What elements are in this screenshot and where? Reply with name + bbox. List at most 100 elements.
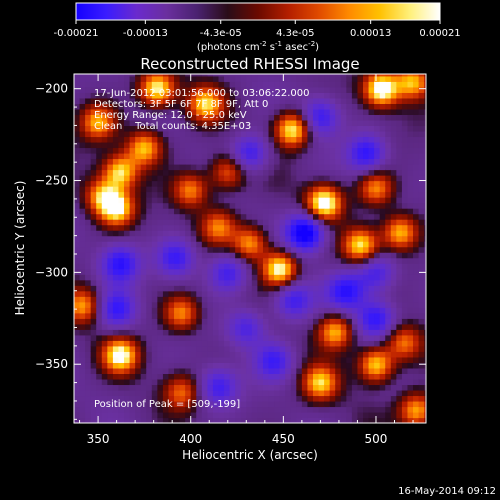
heatmap-cell [407, 125, 414, 132]
heatmap-cell [418, 417, 425, 423]
heatmap-cell [290, 301, 297, 308]
heatmap-cell [285, 125, 292, 132]
heatmap-cell [290, 290, 297, 297]
heatmap-cell [268, 285, 275, 292]
heatmap-cell [129, 197, 136, 204]
heatmap-cell [201, 125, 208, 132]
heatmap-cell [229, 169, 236, 176]
heatmap-cell [251, 307, 259, 314]
heatmap-cell [174, 279, 181, 286]
heatmap-cell [329, 334, 336, 341]
heatmap-cell [79, 395, 86, 402]
heatmap-cell [235, 351, 242, 358]
heatmap-cell [218, 318, 225, 325]
heatmap-cell [129, 175, 136, 182]
heatmap-cell [229, 290, 236, 297]
heatmap-cell [90, 75, 97, 82]
heatmap-cell [246, 241, 253, 248]
heatmap-cell [340, 213, 347, 220]
heatmap-cell [207, 147, 214, 154]
heatmap-cell [101, 241, 108, 248]
heatmap-cell [179, 197, 186, 204]
heatmap-cell [268, 389, 275, 397]
heatmap-cell [174, 395, 181, 402]
heatmap-cell [296, 257, 303, 264]
heatmap-cell [146, 208, 153, 215]
heatmap-cell [218, 114, 225, 121]
heatmap-cell [418, 97, 425, 104]
heatmap-cell [235, 169, 242, 176]
heatmap-cell [424, 340, 426, 347]
heatmap-cell [340, 191, 347, 198]
heatmap-cell [235, 285, 242, 292]
heatmap-cell [185, 252, 192, 259]
heatmap-cell [368, 296, 375, 303]
heatmap-cell [185, 367, 192, 374]
heatmap-cell [413, 395, 420, 402]
heatmap-cell [418, 147, 425, 154]
heatmap-cell [101, 301, 108, 308]
heatmap-cell [85, 406, 92, 413]
heatmap-cell [329, 257, 336, 264]
heatmap-cell [407, 296, 414, 303]
annotation-clean-counts: Clean Total counts: 4.35E+03 [94, 121, 251, 132]
heatmap-cell [185, 141, 192, 149]
heatmap-cell [257, 263, 264, 270]
heatmap-cell [118, 351, 125, 358]
heatmap-cell [285, 307, 292, 314]
heatmap-cell [318, 191, 325, 198]
heatmap-cell [118, 367, 125, 374]
heatmap-cell [351, 152, 359, 160]
heatmap-cell [112, 230, 120, 237]
heatmap-cell [424, 75, 426, 82]
heatmap-cell [129, 103, 136, 110]
heatmap-cell [235, 307, 242, 314]
heatmap-cell [379, 356, 386, 363]
heatmap-cell [174, 114, 181, 121]
heatmap-cell [390, 406, 397, 413]
heatmap-cell [257, 81, 264, 88]
heatmap-cell [307, 114, 314, 121]
heatmap-cell [285, 318, 292, 325]
heatmap-cell [257, 219, 264, 226]
heatmap-cell [324, 152, 331, 160]
heatmap-cell [185, 301, 192, 308]
heatmap-cell [307, 263, 314, 270]
heatmap-cell [368, 164, 375, 171]
heatmap-cell [112, 389, 120, 397]
heatmap-cell [318, 114, 325, 121]
heatmap-cell [79, 323, 86, 330]
heatmap-cell [140, 235, 147, 242]
heatmap-cell [140, 92, 147, 99]
heatmap-cell [185, 108, 192, 116]
heatmap-cell [174, 169, 181, 176]
heatmap-cell [101, 356, 108, 363]
heatmap-cell [307, 224, 314, 231]
heatmap-cell [279, 81, 286, 88]
heatmap-cell [368, 158, 375, 165]
heatmap-cell [290, 136, 297, 143]
heatmap-cell [79, 158, 86, 165]
heatmap-cell [151, 208, 158, 215]
heatmap-cell [90, 213, 97, 220]
heatmap-cell [357, 224, 364, 231]
heatmap-cell [363, 345, 370, 352]
heatmap-cell [401, 296, 409, 303]
heatmap-cell [296, 97, 303, 104]
heatmap-cell [229, 263, 236, 270]
heatmap-cell [151, 252, 158, 259]
heatmap-cell [251, 141, 259, 149]
heatmap-cell [157, 263, 164, 270]
heatmap-cell [101, 175, 108, 182]
heatmap-cell [168, 130, 175, 138]
heatmap-cell [424, 279, 426, 286]
heatmap-cell [351, 384, 359, 391]
heatmap-cell [151, 296, 158, 303]
heatmap-cell [246, 130, 253, 138]
heatmap-cell [179, 263, 186, 270]
heatmap-cell [407, 290, 414, 297]
heatmap-cell [418, 252, 425, 259]
heatmap-cell [335, 141, 342, 149]
heatmap-cell [107, 257, 114, 264]
heatmap-cell [251, 92, 259, 99]
